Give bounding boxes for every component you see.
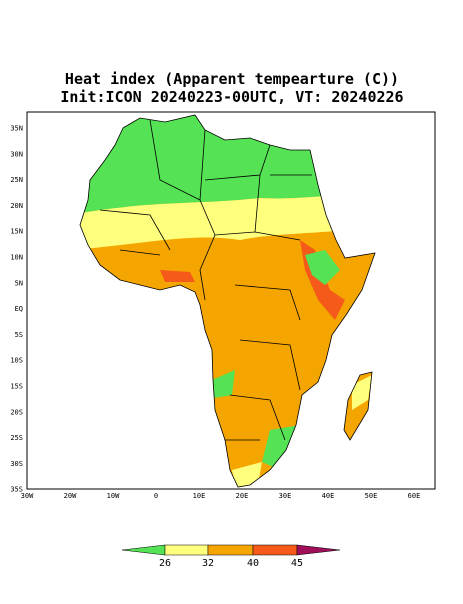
lon-label: 10W [107, 492, 120, 500]
title: Heat index (Apparent tempearture (C)) [65, 70, 399, 88]
lat-label: 35N [10, 125, 23, 133]
lon-labels: 30W 20W 10W 0 10E 20E 30E 40E 50E 60E [21, 492, 421, 500]
colorbar-label: 32 [202, 558, 214, 569]
lon-label: 60E [408, 492, 421, 500]
lat-label: 10N [10, 254, 23, 262]
lat-label: 10S [10, 357, 23, 365]
lon-label: 0 [154, 492, 158, 500]
lon-label: 40E [322, 492, 335, 500]
lon-label: 20W [64, 492, 77, 500]
lat-label: 5S [15, 331, 23, 339]
colorbar-label: 26 [159, 558, 171, 569]
lat-label: 5N [15, 279, 23, 287]
borders [79, 114, 376, 488]
lon-label: 30W [21, 492, 34, 500]
colorbar-label: 40 [247, 558, 259, 569]
colorbar-labels: 26 32 40 45 [159, 558, 303, 569]
map-frame [26, 111, 436, 490]
lat-label: 20S [10, 408, 23, 416]
lon-label: 20E [236, 492, 249, 500]
subtitle: Init:ICON 20240223-00UTC, VT: 20240226 [60, 88, 403, 106]
lat-label: 30S [10, 460, 23, 468]
lat-label: 15N [10, 228, 23, 236]
lat-label: 25N [10, 176, 23, 184]
lat-label: 25S [10, 434, 23, 442]
lat-label: 15S [10, 383, 23, 391]
colorbar-label: 45 [291, 558, 303, 569]
colorbar [121, 544, 341, 556]
lon-label: 30E [279, 492, 292, 500]
lat-label: 30N [10, 150, 23, 158]
lat-labels: 35N 30N 25N 20N 15N 10N 5N EQ 5S 10S 15S 20S 25S 30S 3… [10, 125, 23, 494]
lat-label: 20N [10, 202, 23, 210]
lon-label: 10E [193, 492, 206, 500]
lat-label: EQ [15, 305, 23, 313]
lat-label: 35S [10, 486, 23, 494]
lon-label: 50E [365, 492, 378, 500]
